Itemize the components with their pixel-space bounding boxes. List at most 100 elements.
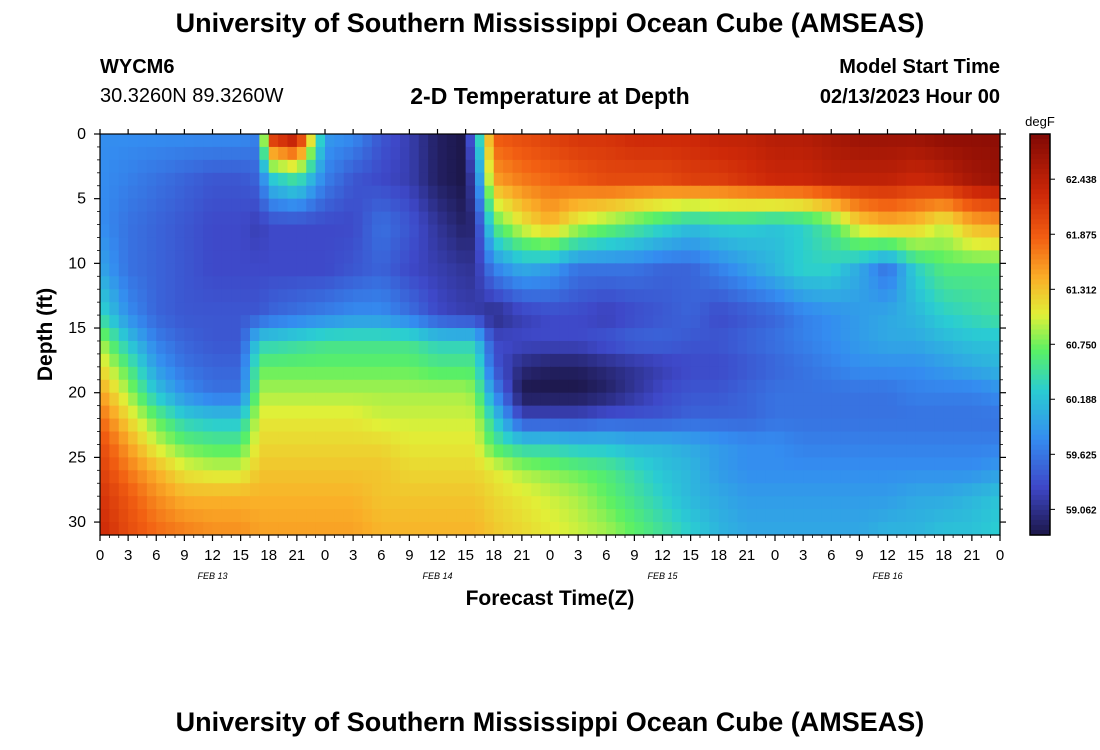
heatmap-cell: [118, 328, 129, 342]
heatmap-cell: [550, 315, 560, 329]
heatmap-cell: [325, 315, 335, 329]
heatmap-cell: [268, 418, 279, 433]
heatmap-cell: [653, 263, 664, 277]
heatmap-cell: [746, 146, 757, 161]
heatmap-cell: [653, 444, 664, 458]
heatmap-cell: [840, 340, 851, 355]
heatmap-cell: [240, 276, 251, 290]
colorbar-swatch: [1030, 174, 1050, 180]
heatmap-cell: [953, 159, 964, 174]
heatmap-cell: [953, 522, 964, 536]
heatmap-cell: [709, 444, 720, 458]
heatmap-cell: [737, 146, 748, 161]
heatmap-cell: [681, 302, 692, 316]
heatmap-cell: [240, 340, 251, 355]
heatmap-cell: [128, 418, 139, 433]
heatmap-cell: [915, 379, 926, 394]
heatmap-cell: [568, 315, 579, 329]
heatmap-cell: [587, 405, 598, 420]
heatmap-cell: [578, 146, 589, 161]
heatmap-cell: [296, 340, 307, 355]
heatmap-cell: [887, 457, 898, 471]
heatmap-cell: [587, 224, 598, 239]
heatmap-cell: [325, 470, 335, 484]
heatmap-cell: [521, 353, 532, 368]
heatmap-cell: [446, 263, 457, 277]
heatmap-cell: [484, 263, 495, 277]
heatmap-cell: [578, 509, 589, 523]
heatmap-cell: [128, 172, 139, 187]
heatmap-cell: [109, 315, 120, 329]
heatmap-cell: [690, 483, 701, 497]
heatmap-cell: [840, 289, 851, 303]
heatmap-cell: [559, 159, 570, 174]
heatmap-cell: [737, 198, 748, 213]
heatmap-cell: [831, 289, 842, 303]
heatmap-cell: [878, 211, 889, 226]
heatmap-cell: [437, 509, 448, 523]
heatmap-cell: [371, 146, 382, 161]
heatmap-cell: [362, 237, 373, 252]
heatmap-cell: [784, 276, 795, 290]
heatmap-cell: [231, 353, 242, 368]
heatmap-cell: [765, 237, 776, 252]
heatmap-cell: [615, 444, 626, 458]
heatmap-cell: [362, 366, 373, 381]
heatmap-cell: [681, 315, 692, 329]
heatmap-cell: [784, 496, 795, 510]
heatmap-cell: [400, 431, 410, 446]
heatmap-cell: [306, 315, 317, 329]
heatmap-cell: [775, 522, 785, 536]
heatmap-cell: [615, 211, 626, 226]
heatmap-cell: [756, 366, 767, 381]
heatmap-cell: [400, 172, 410, 187]
heatmap-cell: [868, 392, 879, 407]
heatmap-cell: [128, 328, 139, 342]
heatmap-cell: [709, 198, 720, 213]
heatmap-cell: [896, 405, 907, 420]
x-tick-label: 12: [654, 547, 671, 564]
heatmap-cell: [465, 418, 476, 433]
heatmap-cell: [700, 159, 710, 174]
heatmap-cell: [400, 457, 410, 471]
heatmap-cell: [221, 134, 232, 148]
heatmap-cell: [906, 457, 917, 471]
heatmap-cell: [268, 353, 279, 368]
heatmap-cell: [953, 211, 964, 226]
heatmap-cell: [634, 302, 645, 316]
heatmap-cell: [334, 366, 345, 381]
colorbar-swatch: [1030, 419, 1050, 426]
heatmap-cell: [306, 134, 317, 148]
heatmap-cell: [175, 211, 185, 226]
heatmap-cell: [503, 509, 514, 523]
heatmap-cell: [240, 328, 251, 342]
heatmap-cell: [775, 211, 785, 226]
heatmap-cell: [400, 289, 410, 303]
heatmap-cell: [203, 457, 214, 471]
heatmap-cell: [596, 315, 607, 329]
heatmap-cell: [146, 159, 157, 174]
heatmap-cell: [681, 522, 692, 536]
heatmap-cell: [259, 379, 270, 394]
heatmap-cell: [578, 159, 589, 174]
heatmap-cell: [409, 289, 420, 303]
heatmap-cell: [662, 379, 673, 394]
heatmap-cell: [821, 328, 832, 342]
heatmap-cell: [240, 185, 251, 200]
heatmap-cell: [625, 418, 635, 433]
colorbar-tick-label: 59.062: [1066, 505, 1097, 516]
heatmap-cell: [606, 379, 617, 394]
heatmap-cell: [165, 250, 176, 264]
heatmap-cell: [671, 392, 682, 407]
heatmap-cell: [578, 198, 589, 213]
heatmap-cell: [409, 418, 420, 433]
heatmap-cell: [371, 250, 382, 264]
heatmap-cell: [643, 444, 654, 458]
heatmap-cell: [334, 431, 345, 446]
x-tick-label: 6: [377, 547, 385, 564]
heatmap-cell: [221, 340, 232, 355]
heatmap-cell: [521, 185, 532, 200]
heatmap-cell: [981, 431, 992, 446]
heatmap-cell: [146, 134, 157, 148]
heatmap-cell: [456, 392, 467, 407]
